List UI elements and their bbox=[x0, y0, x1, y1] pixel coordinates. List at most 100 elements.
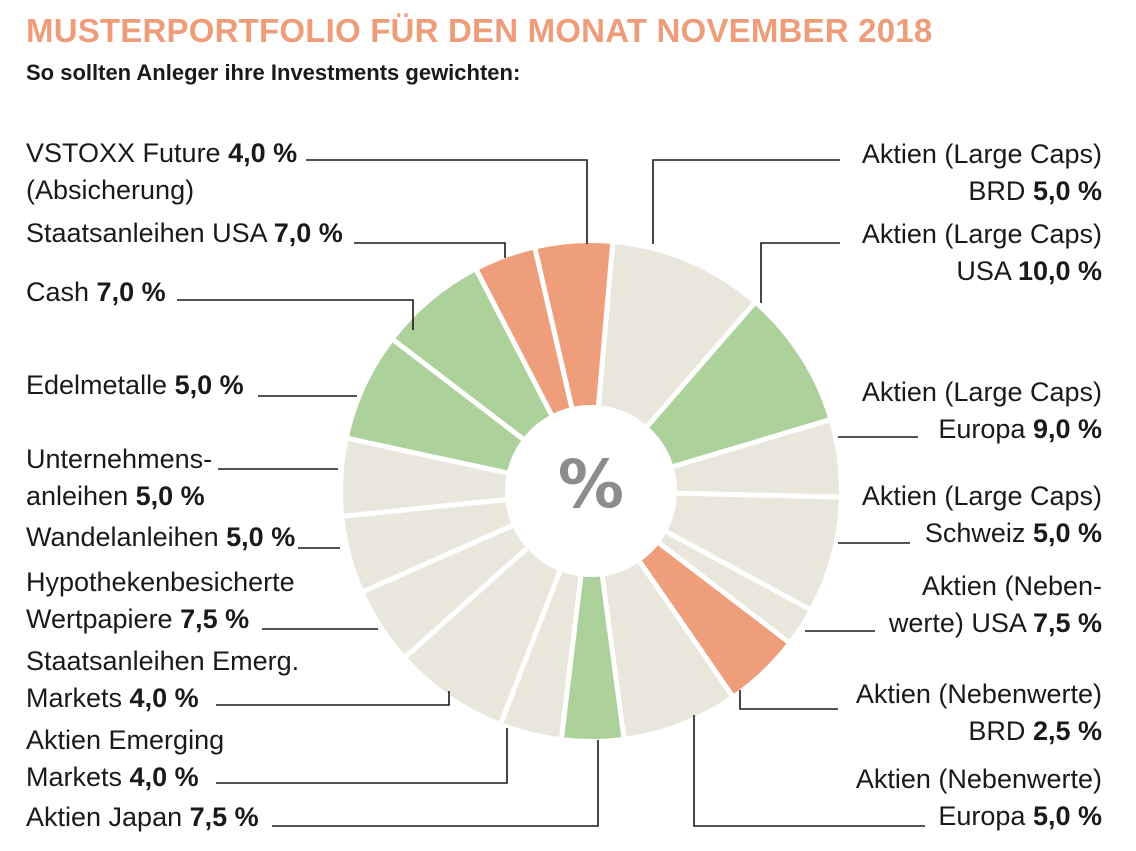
slice-label-text: USA bbox=[956, 256, 1011, 286]
slice-label-line: Markets 4,0 % bbox=[26, 759, 224, 796]
slice-label-line: (Absicherung) bbox=[26, 172, 297, 209]
slice-separator bbox=[402, 545, 531, 660]
donut-slice bbox=[647, 303, 829, 467]
slice-value: 2,5 % bbox=[1032, 716, 1102, 746]
slice-label-text: Unternehmens- bbox=[26, 444, 213, 474]
donut-slice bbox=[393, 270, 552, 439]
donut-slice bbox=[673, 420, 840, 498]
slice-value: 7,5 % bbox=[180, 604, 250, 634]
donut-slice bbox=[501, 571, 581, 738]
slice-label: Aktien (Nebenwerte) Europa 5,0 % bbox=[856, 761, 1102, 835]
slice-value: 4,0 % bbox=[228, 138, 298, 168]
slice-label-line: werte) USA 7,5 % bbox=[889, 605, 1102, 642]
slice-label-text: VSTOXX Future bbox=[26, 138, 221, 168]
donut-slice bbox=[602, 561, 732, 737]
slice-separator bbox=[636, 558, 736, 699]
slice-label-line: Schweiz 5,0 % bbox=[862, 515, 1102, 552]
slice-label-text: Aktien Japan bbox=[26, 802, 183, 832]
slice-value: 7,5 % bbox=[189, 802, 259, 832]
slice-label-text: Aktien (Large Caps) bbox=[861, 481, 1102, 511]
slice-label: Aktien (Large Caps) BRD 5,0 % bbox=[862, 136, 1102, 210]
leader-line bbox=[216, 691, 450, 706]
slice-label-line: Aktien (Nebenwerte) bbox=[856, 761, 1102, 798]
slice-label: Aktien (Large Caps) Europa 9,0 % bbox=[862, 374, 1102, 448]
slice-label-text: Europa bbox=[938, 801, 1026, 831]
slice-label: VSTOXX Future 4,0 % (Absicherung) bbox=[26, 135, 297, 209]
leader-line bbox=[652, 159, 840, 244]
slice-label-line: Aktien (Large Caps) bbox=[862, 478, 1102, 515]
slice-label-line: Aktien (Nebenwerte) bbox=[856, 676, 1102, 713]
donut-slice bbox=[666, 493, 839, 609]
slice-label-line: Staatsanleihen Emerg. bbox=[26, 643, 299, 680]
slice-label-text: BRD bbox=[968, 176, 1026, 206]
slice-label-line: Wertpapiere 7,5 % bbox=[26, 601, 295, 638]
slice-value: 5,0 % bbox=[174, 370, 244, 400]
slice-label-text: anleihen bbox=[26, 481, 129, 511]
slice-label-line: Europa 9,0 % bbox=[862, 411, 1102, 448]
slice-label-line: Aktien (Large Caps) bbox=[862, 216, 1102, 253]
leader-line bbox=[272, 740, 599, 827]
slice-label-line: Europa 5,0 % bbox=[856, 798, 1102, 835]
slice-label: Staatsanleihen USA 7,0 % bbox=[26, 215, 343, 252]
slice-label: Cash 7,0 % bbox=[26, 274, 166, 311]
slice-label: Aktien (Nebenwerte) BRD 2,5 % bbox=[856, 676, 1102, 750]
slice-label-line: BRD 2,5 % bbox=[856, 713, 1102, 750]
slice-separator bbox=[473, 267, 555, 418]
leader-line bbox=[177, 299, 414, 330]
slice-label-text: werte) USA bbox=[888, 608, 1026, 638]
slice-value: 5,0 % bbox=[1032, 176, 1102, 206]
leader-line bbox=[693, 715, 925, 827]
slice-label-text: Hypothekenbesicherte bbox=[26, 567, 295, 597]
slice-label-text: BRD bbox=[968, 716, 1026, 746]
slice-value: 5,0 % bbox=[226, 522, 296, 552]
donut-slice bbox=[344, 499, 513, 592]
slice-value: 7,5 % bbox=[1032, 608, 1102, 638]
slice-value: 7,0 % bbox=[273, 218, 343, 248]
slice-label: Aktien (Large Caps) USA 10,0 % bbox=[862, 216, 1102, 290]
slice-label-text: Aktien (Large Caps) bbox=[861, 377, 1102, 407]
slice-label-line: BRD 5,0 % bbox=[862, 173, 1102, 210]
slice-separator bbox=[342, 497, 508, 519]
slice-label-text: Aktien (Neben- bbox=[921, 571, 1102, 601]
slice-label-text: Europa bbox=[938, 414, 1026, 444]
leader-line bbox=[354, 242, 506, 258]
slice-label: Hypothekenbesicherte Wertpapiere 7,5 % bbox=[26, 564, 295, 638]
slice-label-text: Wandelanleihen bbox=[26, 522, 219, 552]
center-percent-sign: % bbox=[558, 446, 624, 523]
donut-slice bbox=[535, 242, 613, 408]
slice-label-text: Aktien Emerging bbox=[26, 725, 225, 755]
slice-label-line: Aktien (Large Caps) bbox=[862, 374, 1102, 411]
slice-label-line: USA 10,0 % bbox=[862, 253, 1102, 290]
slice-label-text: Aktien (Nebenwerte) bbox=[855, 764, 1102, 794]
leader-line bbox=[216, 728, 508, 784]
slice-label-line: Unternehmens- bbox=[26, 441, 212, 478]
slice-separator bbox=[346, 435, 510, 476]
slice-value: 5,0 % bbox=[1032, 801, 1102, 831]
slice-separator bbox=[595, 241, 616, 408]
slice-separator bbox=[390, 337, 526, 442]
page-subtitle: So sollten Anleger ihre Investments gewi… bbox=[26, 60, 521, 85]
slice-separator bbox=[558, 574, 584, 740]
slice-label-line: Edelmetalle 5,0 % bbox=[26, 367, 244, 404]
slice-separator bbox=[670, 417, 832, 470]
slice-separator bbox=[532, 246, 575, 410]
slice-label-text: Cash bbox=[26, 277, 90, 307]
donut-slice bbox=[639, 543, 789, 696]
donut-slice bbox=[406, 548, 560, 723]
slice-value: 4,0 % bbox=[129, 762, 199, 792]
slice-label-line: Markets 4,0 % bbox=[26, 680, 299, 717]
leader-lines bbox=[177, 159, 925, 827]
slice-value: 7,0 % bbox=[96, 277, 166, 307]
slice-value: 5,0 % bbox=[1032, 518, 1102, 548]
donut-slice bbox=[343, 438, 507, 517]
slice-label-line: Aktien Japan 7,5 % bbox=[26, 799, 259, 836]
donut-slice bbox=[364, 525, 527, 657]
slice-label-text: Markets bbox=[26, 683, 123, 713]
donut-slice bbox=[659, 531, 810, 642]
page-title: MUSTERPORTFOLIO FÜR DEN MONAT NOVEMBER 2… bbox=[26, 12, 933, 49]
slice-label-text: Markets bbox=[26, 762, 123, 792]
leader-line bbox=[739, 690, 838, 710]
slice-separator bbox=[599, 573, 627, 740]
slice-label-line: VSTOXX Future 4,0 % bbox=[26, 135, 297, 172]
leader-line bbox=[306, 159, 588, 244]
